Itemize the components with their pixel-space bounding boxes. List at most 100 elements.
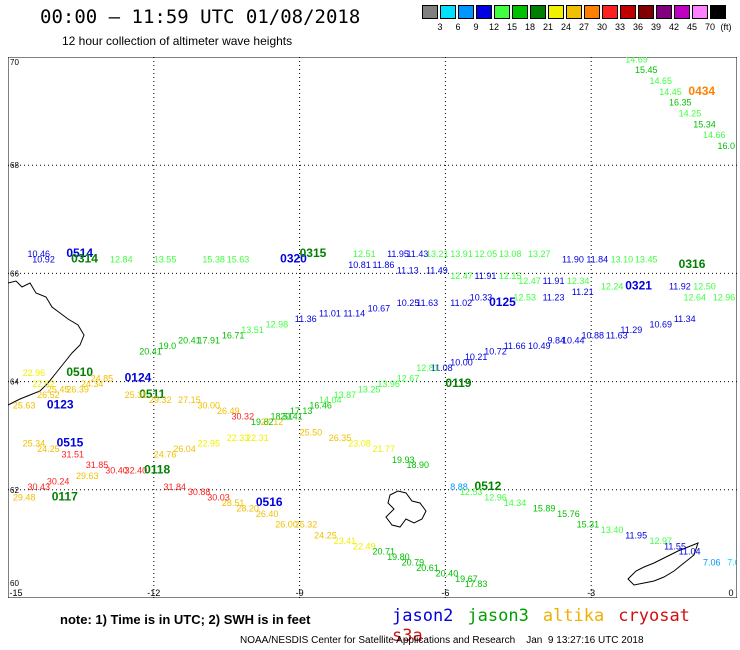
- wave-height-label: 10.72: [484, 347, 507, 357]
- wave-height-label: 7.06: [703, 558, 721, 568]
- wave-height-label: 11.55: [664, 541, 686, 551]
- pass-time-label: 0124: [125, 371, 152, 385]
- wave-height-label: 14.65: [650, 76, 673, 86]
- wave-height-label: 26.04: [173, 444, 196, 454]
- legend-label: 6: [455, 22, 461, 32]
- wave-height-label: 24.76: [154, 449, 177, 459]
- wave-height-label: 17.13: [290, 406, 313, 416]
- wave-height-label: 13.55: [154, 255, 177, 265]
- legend-swatch: [530, 5, 546, 19]
- legend-swatch: [440, 5, 456, 19]
- wave-height-label: 13.08: [499, 249, 522, 259]
- satellite-name: jason3: [467, 606, 529, 626]
- wave-height-label: 22.33: [227, 433, 250, 443]
- legend-unit: (ft): [720, 22, 732, 32]
- wave-height-label: 19.82: [251, 417, 274, 427]
- wave-height-label: 22.96: [23, 368, 46, 378]
- pass-time-label: 0434: [688, 84, 715, 98]
- lon-tick-label: 0: [728, 588, 733, 598]
- wave-height-label: 11.08: [431, 363, 453, 373]
- lat-tick-label: 64: [10, 378, 19, 387]
- wave-height-label: 17.83: [465, 579, 488, 589]
- wave-height-label: 10.67: [368, 303, 391, 313]
- lon-tick-label: -6: [441, 588, 449, 598]
- wave-height-label: 13.45: [635, 255, 658, 265]
- lon-tick-label: -15: [9, 588, 22, 598]
- satellite-name: jason2: [392, 606, 454, 626]
- satellite-legend: jason2 jason3 altika cryosat s3a: [392, 606, 740, 646]
- map-frame: [8, 57, 737, 598]
- wave-height-label: 31.85: [86, 460, 109, 470]
- wave-height-label: 32.40: [125, 466, 148, 476]
- wave-height-label: 30.40: [105, 466, 128, 476]
- wave-height-label: 11.95: [625, 530, 647, 540]
- wave-height-label: 11.63: [416, 298, 438, 308]
- wave-height-label: 20.79: [402, 558, 425, 568]
- wave-height-label: 25.50: [300, 428, 323, 438]
- wave-height-label: 18.51: [270, 411, 293, 421]
- wave-height-label: 16.0: [718, 141, 736, 151]
- footer-credit: NOAA/NESDIS Center for Satellite Applica…: [240, 635, 644, 646]
- wave-height-label: 10.49: [528, 341, 551, 351]
- wave-height-label: 14.04: [319, 395, 342, 405]
- wave-height-label: 23.41: [334, 536, 357, 546]
- pass-time-label: 0125: [489, 295, 516, 309]
- pass-time-label: 0512: [475, 479, 502, 493]
- wave-height-label: 10.00: [450, 357, 473, 367]
- wave-height-label: 11.95: [387, 249, 409, 259]
- legend-swatch: [476, 5, 492, 19]
- color-legend: 3 6 9 12 15 18 21 24 27 30 33 36 39 42 45 70 (ft): [422, 5, 732, 35]
- wave-height-label: 16.71: [222, 330, 245, 340]
- wave-height-label: 18.90: [407, 460, 430, 470]
- pass-time-label: 0315: [300, 246, 327, 260]
- wave-height-label: 12.97: [650, 536, 673, 546]
- wave-height-label: 12.64: [684, 292, 707, 302]
- wave-height-label: 13.25: [358, 384, 381, 394]
- wave-height-label: 11.90: [562, 255, 584, 265]
- wave-height-label: 12.34: [567, 276, 590, 286]
- wave-height-label: 19.80: [387, 552, 410, 562]
- wave-height-label: 20.41: [139, 347, 162, 357]
- wave-height-label: 13.91: [450, 249, 473, 259]
- wave-height-label: 27.12: [261, 417, 284, 427]
- wave-height-label: 11.43: [407, 249, 429, 259]
- legend-swatch: [512, 5, 528, 19]
- wave-height-label: 20.71: [373, 547, 396, 557]
- lat-tick-label: 62: [10, 486, 19, 495]
- legend-label: 70: [704, 22, 715, 32]
- wave-height-label: 20.41: [280, 411, 303, 421]
- wave-height-label: 29.63: [76, 471, 99, 481]
- pass-time-label: 0516: [256, 495, 283, 509]
- wave-height-label: 12.24: [601, 282, 624, 292]
- wave-height-label: 12.84: [110, 255, 133, 265]
- wave-height-label: 12.05: [475, 249, 498, 259]
- wave-height-label: 25.32: [295, 520, 318, 530]
- pass-time-label: 0510: [66, 365, 93, 379]
- wave-height-label: 11.02: [450, 298, 472, 308]
- wave-height-label: 24.34: [81, 379, 104, 389]
- wave-height-label: 11.21: [572, 287, 594, 297]
- legend-swatch: [422, 5, 438, 19]
- coastlines: [8, 280, 699, 586]
- legend-swatch: [620, 5, 636, 19]
- wave-height-label: 25.45: [47, 384, 70, 394]
- wave-height-label: 30.32: [232, 411, 255, 421]
- pass-time-label: 0314: [71, 252, 98, 266]
- pass-time-label: 0117: [52, 490, 78, 504]
- legend-swatch: [692, 5, 708, 19]
- wave-height-label: 10.81: [348, 260, 371, 270]
- wave-height-label: 12.15: [499, 271, 522, 281]
- wave-height-label: 13.21: [426, 249, 449, 259]
- legend-swatch: [656, 5, 672, 19]
- wave-height-label: 12.98: [266, 320, 289, 330]
- wave-height-label: 16.35: [669, 98, 692, 108]
- wave-height-label: 25.31: [125, 390, 148, 400]
- legend-label: 36: [632, 22, 643, 32]
- legend-swatch: [566, 5, 582, 19]
- wave-height-label: 26.52: [37, 390, 60, 400]
- wave-height-label: 12.47: [450, 271, 473, 281]
- wave-height-label: 25.34: [23, 439, 46, 449]
- legend-swatch: [638, 5, 654, 19]
- legend-swatch: [674, 5, 690, 19]
